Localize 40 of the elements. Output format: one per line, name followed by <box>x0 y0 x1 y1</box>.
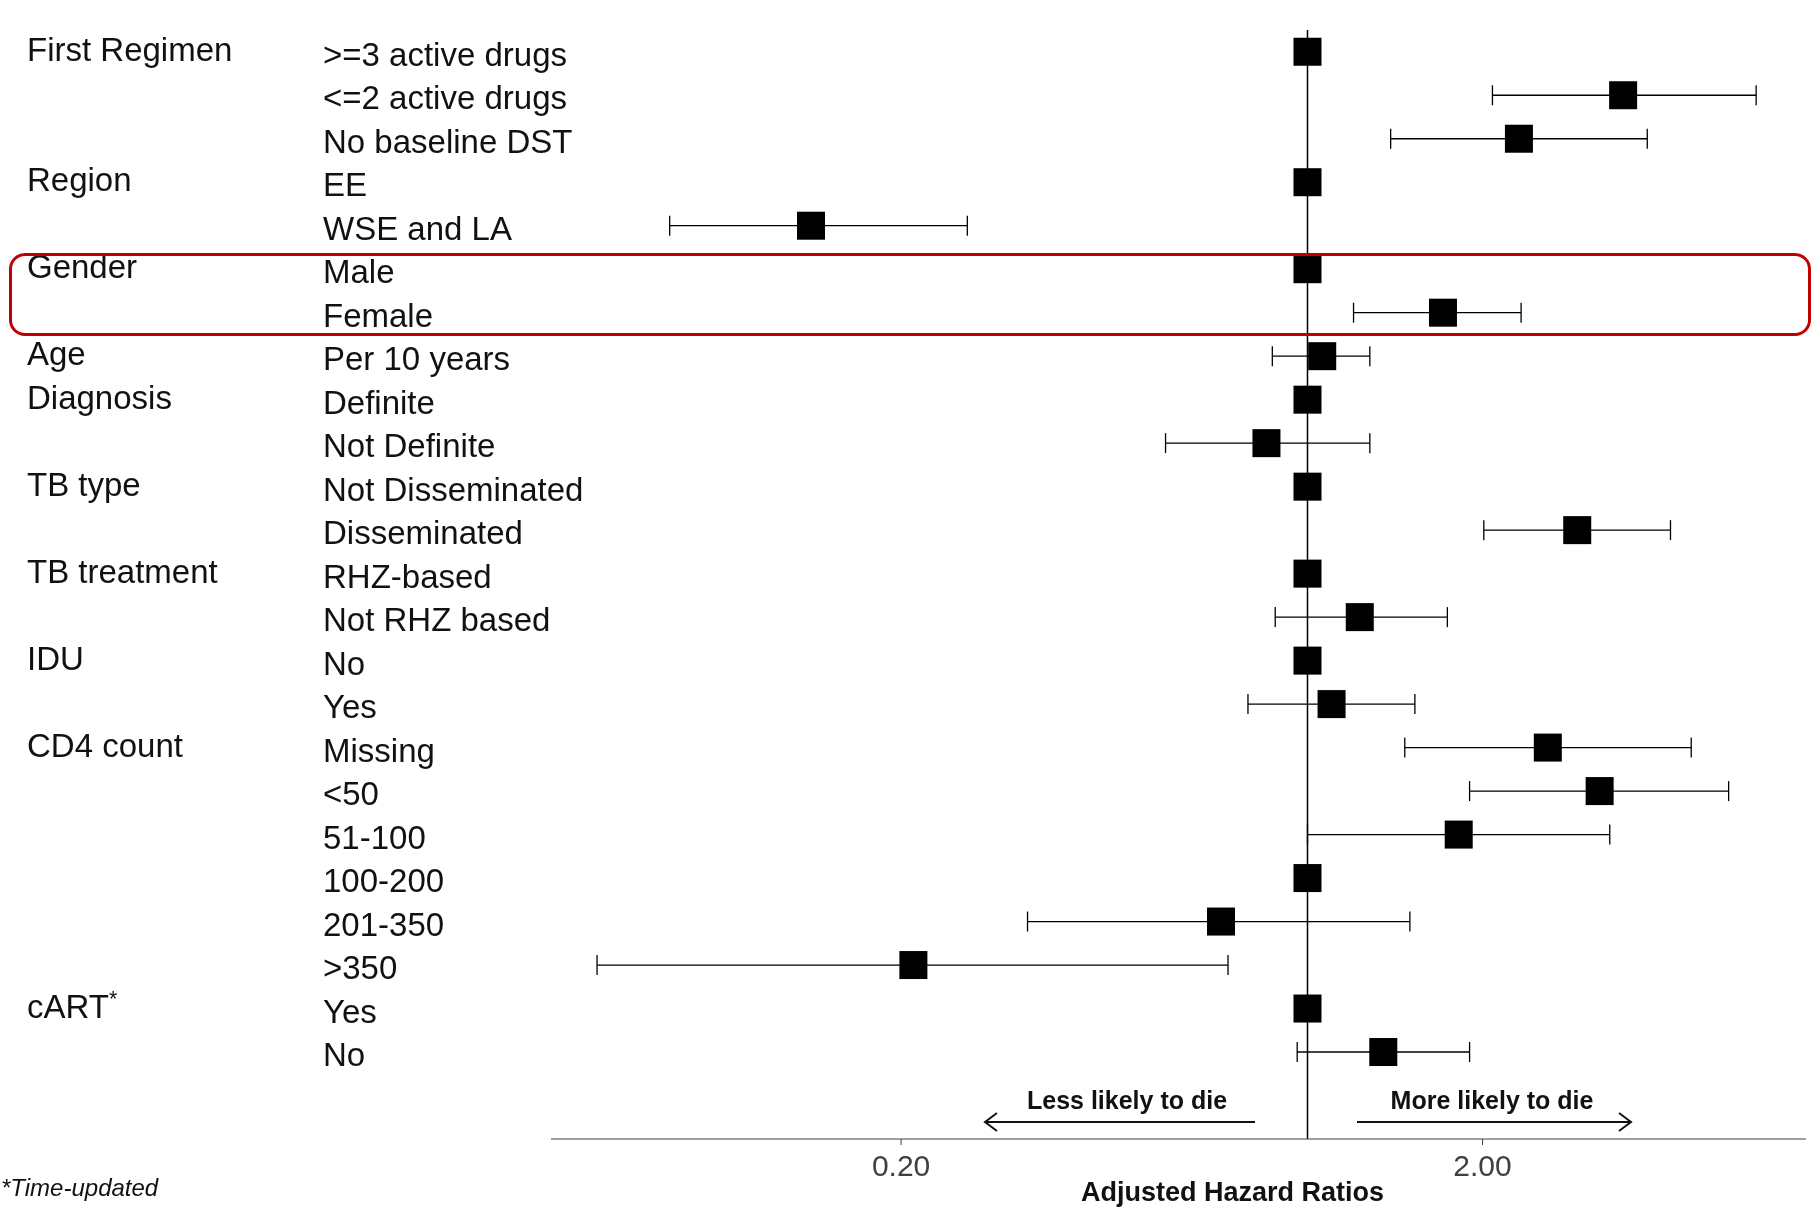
y-tick-label: Definite <box>323 383 435 421</box>
y2-tick-label: TB type <box>27 465 141 503</box>
y-tick-label: EE <box>323 166 368 204</box>
y-tick-label: RHZ-based <box>323 557 492 595</box>
y-tick-label: No baseline DST <box>323 122 573 160</box>
y-tick-label: Disseminated <box>323 514 523 552</box>
x-tick-label: 0.20 <box>871 1149 931 1183</box>
y-tick-label: Female <box>323 296 434 334</box>
y-tick-label: >=3 active drugs <box>323 35 567 73</box>
y-tick-label: >350 <box>323 949 398 987</box>
y-tick-label: Per 10 years <box>323 340 511 378</box>
y2-tick-label: CD4 count <box>27 726 183 764</box>
y-tick-label: 51-100 <box>323 818 426 856</box>
y-tick-label: <=2 active drugs <box>323 79 567 117</box>
y-tick-label: Not Definite <box>323 427 496 465</box>
y-tick-label: WSE and LA <box>323 209 512 247</box>
y-tick-label: 201-350 <box>323 905 445 943</box>
text: *Time-updated <box>1 1174 159 1202</box>
y-tick-label: Not Disseminated <box>323 470 584 508</box>
y-tick-label: Missing <box>323 731 435 769</box>
y2-tick-label: Gender <box>27 248 138 286</box>
y-tick-label: Yes <box>323 688 377 726</box>
y2-tick-label: Region <box>27 161 132 199</box>
y-tick-label: Male <box>323 253 395 291</box>
y2-tick-label: First Regimen <box>27 30 233 68</box>
text: Less likely to die <box>1025 1086 1229 1115</box>
y-tick-label: <50 <box>323 775 379 813</box>
y-tick-label: No <box>323 1036 366 1074</box>
y2-tick-label: cART$^{*}$ <box>27 986 118 1025</box>
text: More likely to die <box>1389 1086 1595 1115</box>
y-tick-label: 100-200 <box>323 862 445 900</box>
x-tick-label: 2.00 <box>1453 1149 1512 1183</box>
y-tick-label: Not RHZ based <box>323 601 551 639</box>
y-tick-label: Yes <box>323 992 377 1030</box>
y2-tick-label: Diagnosis <box>27 378 172 416</box>
y2-tick-label: TB treatment <box>27 552 218 590</box>
x-axis-title: Adjusted Hazard Ratios <box>1080 1177 1385 1207</box>
y2-tick-label: Age <box>27 335 86 373</box>
y-tick-label: No <box>323 644 366 682</box>
y2-tick-label: IDU <box>27 639 84 677</box>
